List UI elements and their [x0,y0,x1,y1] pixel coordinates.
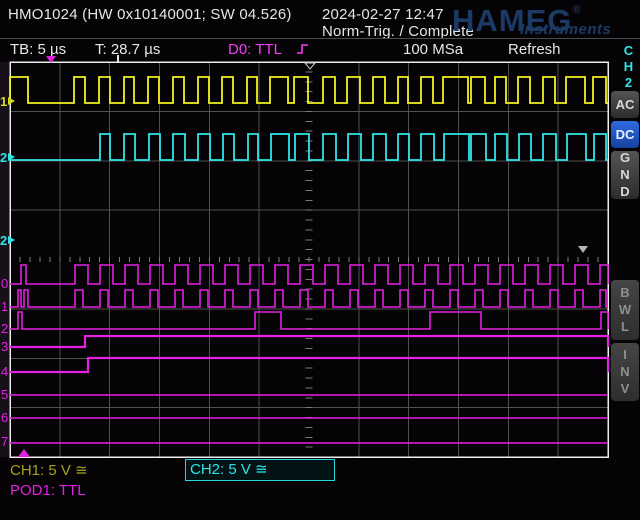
ch1-scale-readout: CH1: 5 V ≅ [10,462,88,479]
svg-text:5: 5 [1,387,8,402]
svg-text:2: 2 [0,233,7,248]
acquisition-mode-readout: Refresh [508,41,561,58]
dc-coupling-button[interactable]: DC [611,121,639,148]
device-id: HMO1024 (HW 0x10140001; SW 04.526) [8,6,292,24]
side-panel-channel-label: CH2 [621,43,636,91]
timebase-readout: TB: 5 µs [10,41,67,58]
svg-text:1: 1 [0,94,7,109]
device-id-text: HMO1024 (HW 0x10140001; SW 04.526) [8,6,292,23]
svg-text:6: 6 [1,410,8,425]
header-divider [0,38,640,39]
svg-text:1: 1 [1,299,8,314]
ac-coupling-button[interactable]: AC [611,91,639,118]
hameg-logo: HAMEG® [452,3,582,39]
hameg-logo-subtitle: Instruments [520,21,612,38]
bwl-button[interactable]: BWL [611,280,639,340]
datetime-text: 2024-02-27 12:47 [322,6,444,23]
svg-text:2: 2 [1,321,8,336]
trigger-status: Norm-Trig. / Complete [322,23,474,41]
sample-rate-readout: 100 MSa [403,41,464,58]
label-gutter [0,62,9,457]
trigger-status-text: Norm-Trig. / Complete [322,23,475,40]
svg-text:3: 3 [1,339,8,354]
datetime: 2024-02-27 12:47 [322,6,444,24]
registered-mark: ® [572,4,582,16]
trigger-time-readout: T: 28.7 µs [95,41,161,58]
hameg-logo-text: HAMEG® [452,3,582,38]
ch2-scale-readout[interactable]: CH2: 5 V ≅ [185,459,335,481]
svg-text:7: 7 [1,434,8,449]
rising-edge-icon [297,44,308,54]
svg-text:4: 4 [1,364,8,379]
svg-text:0: 0 [1,276,8,291]
svg-text:2: 2 [0,150,7,165]
inv-button[interactable]: INV [611,343,639,401]
trigger-source-readout: D0: TTL [228,41,282,58]
gnd-coupling-button[interactable]: GND [611,150,639,201]
pod1-readout: POD1: TTL [10,482,86,499]
